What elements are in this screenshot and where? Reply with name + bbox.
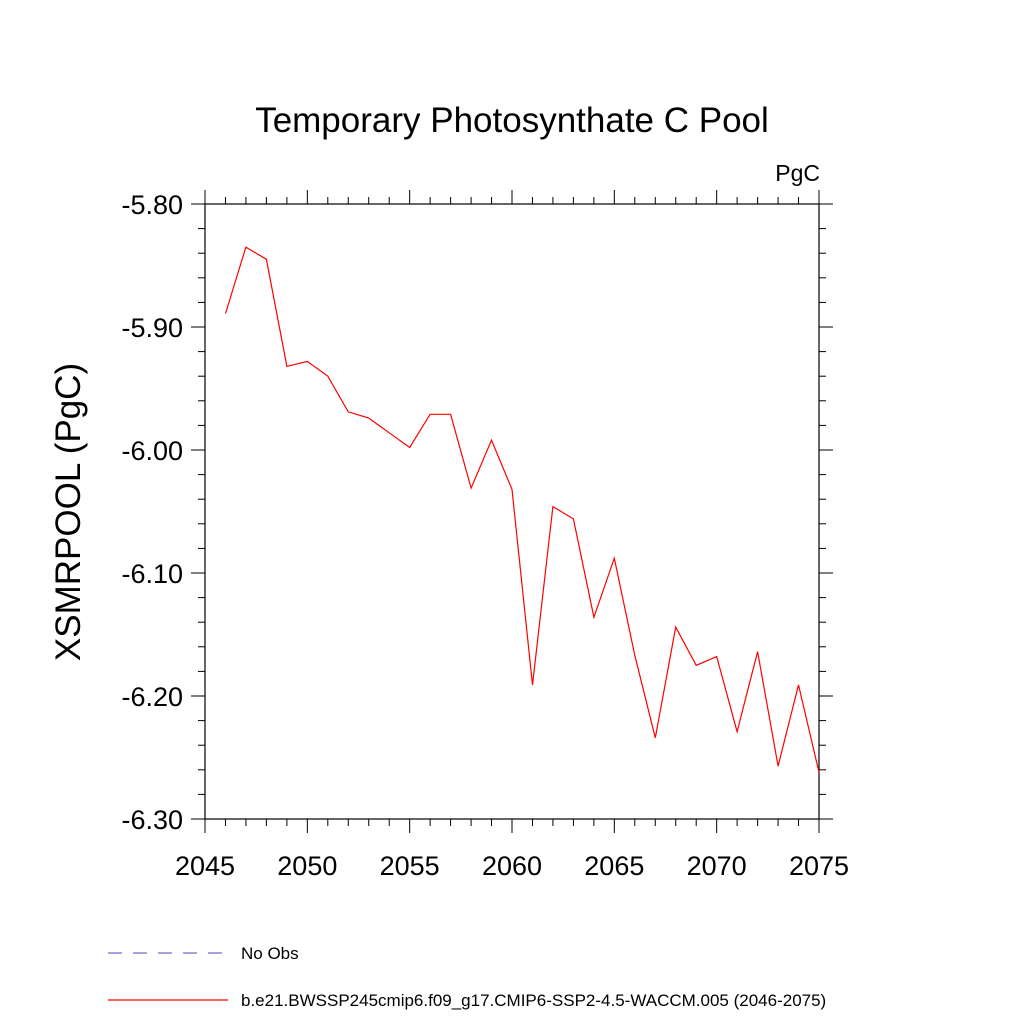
y-axis-label: XSMRPOOL (PgC): [49, 363, 88, 661]
x-tick-label: 2075: [789, 851, 849, 881]
legend-label-no-obs: No Obs: [241, 944, 299, 963]
x-tick-label: 2050: [277, 851, 337, 881]
x-tick-label: 2045: [175, 851, 235, 881]
series-group: [224, 246, 820, 773]
units-label: PgC: [775, 160, 820, 186]
y-tick-label: -6.30: [121, 805, 183, 835]
y-tick-label: -5.80: [121, 190, 183, 220]
x-tick-label: 2070: [687, 851, 747, 881]
x-tick-label: 2055: [380, 851, 440, 881]
y-tick-label: -6.00: [121, 436, 183, 466]
chart-title: Temporary Photosynthate C Pool: [255, 101, 769, 140]
axis-ticks: [191, 190, 833, 833]
legend-label-model-run: b.e21.BWSSP245cmip6.f09_g17.CMIP6-SSP2-4…: [241, 991, 826, 1010]
y-tick-label: -6.10: [121, 559, 183, 589]
plot-frame: [204, 203, 820, 820]
y-tick-label: -6.20: [121, 682, 183, 712]
x-tick-label: 2060: [482, 851, 542, 881]
y-tick-label: -5.90: [121, 313, 183, 343]
x-tick-label: 2065: [584, 851, 644, 881]
y-tick-labels: -6.30 -6.20 -6.10 -6.00 -5.90 -5.80: [121, 190, 183, 835]
series-line: [224, 246, 820, 773]
x-tick-labels: 2045 2050 2055 2060 2065 2070 2075: [175, 851, 849, 881]
